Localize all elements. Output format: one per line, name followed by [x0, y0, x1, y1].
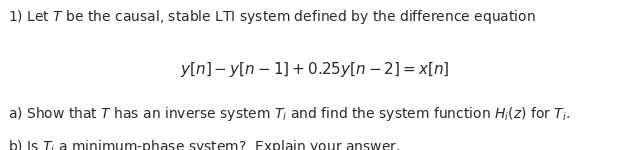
- Text: a) Show that $T$ has an inverse system $T_i$ and find the system function $H_i(z: a) Show that $T$ has an inverse system $…: [8, 105, 571, 123]
- Text: b) Is $T_i$ a minimum-phase system?  Explain your answer.: b) Is $T_i$ a minimum-phase system? Expl…: [8, 138, 401, 150]
- Text: 1) Let $T$ be the causal, stable LTI system defined by the difference equation: 1) Let $T$ be the causal, stable LTI sys…: [8, 8, 536, 26]
- Text: $y[n] - y[n-1] + 0.25y[n-2] = x[n]$: $y[n] - y[n-1] + 0.25y[n-2] = x[n]$: [180, 60, 449, 79]
